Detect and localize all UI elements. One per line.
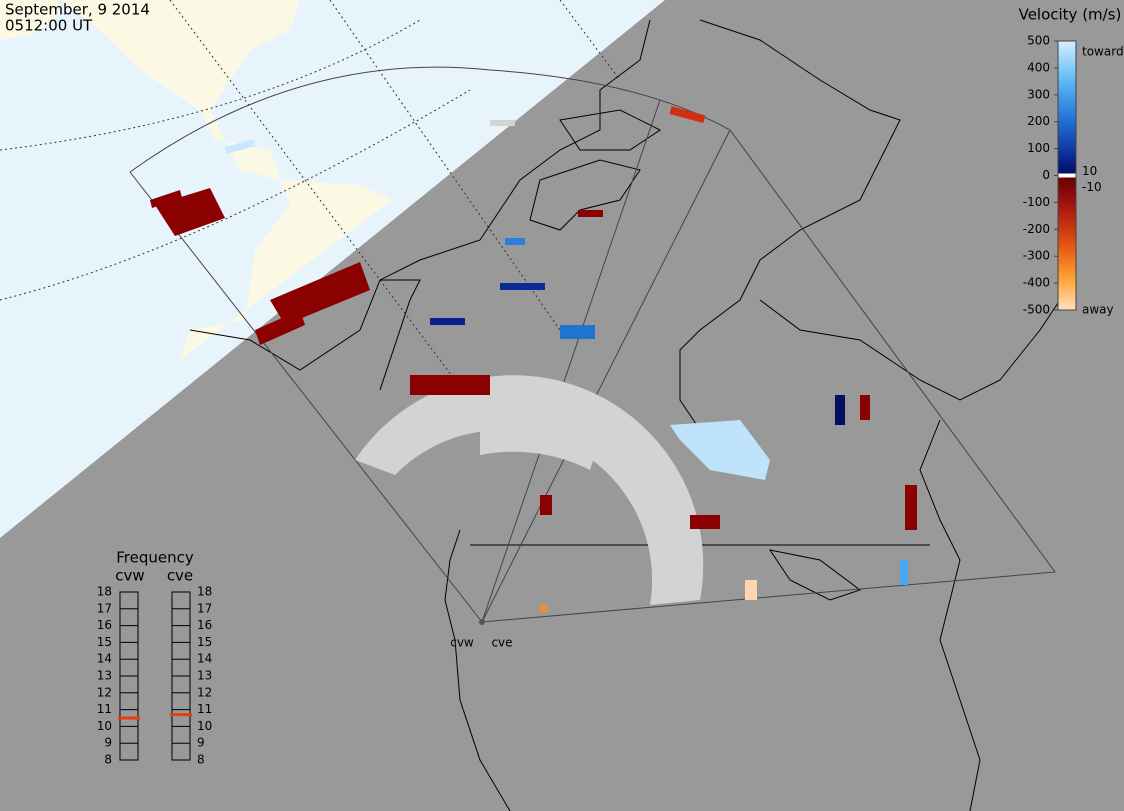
velocity-tick-label: 100 xyxy=(1027,141,1050,155)
frequency-tick-label: 8 xyxy=(104,753,112,767)
velocity-tick-label: 400 xyxy=(1027,60,1050,74)
fields-of-view xyxy=(129,66,1056,623)
date: September, 9 2014 xyxy=(5,1,150,19)
frequency-tick-label: 17 xyxy=(97,601,112,615)
frequency-radar: cve xyxy=(167,567,193,585)
frequency-tick-label: 11 xyxy=(97,702,112,716)
frequency-tick-label: 15 xyxy=(97,635,112,649)
frequency-tick-label: 12 xyxy=(97,685,112,699)
frequency-tick-label: 14 xyxy=(197,652,212,666)
radar-label: cve xyxy=(491,636,512,650)
frequency-tick-label: 9 xyxy=(104,736,112,750)
velocity-tick-label: 200 xyxy=(1027,114,1050,128)
land-day xyxy=(0,0,60,40)
toward-label: toward xyxy=(1082,45,1124,59)
frequency-tick-label: 14 xyxy=(97,652,112,666)
radar-site xyxy=(479,619,485,625)
frequency-tick-label: 15 xyxy=(197,635,212,649)
scatter-cells xyxy=(150,106,917,612)
velocity-colorbar xyxy=(1057,40,1077,311)
velocity-inner-label: 10 xyxy=(1082,164,1097,178)
ground-scatter xyxy=(355,375,704,605)
velocity-tick-label: -200 xyxy=(1023,222,1050,236)
velocity-tick-label: -100 xyxy=(1023,195,1050,209)
coastlines xyxy=(189,19,1061,811)
frequency-tick-label: 11 xyxy=(197,702,212,716)
velocity-tick-label: 0 xyxy=(1042,168,1050,182)
velocity-tick-label: -300 xyxy=(1023,249,1050,263)
velocity-inner-label: -10 xyxy=(1082,180,1102,194)
velocity-title: Velocity (m/s) xyxy=(1019,6,1122,24)
frequency-tick-label: 9 xyxy=(197,736,205,750)
day-side xyxy=(0,0,665,538)
velocity-tick-label: -400 xyxy=(1023,276,1050,290)
grid-dotted xyxy=(0,0,621,401)
frequency-tick-label: 13 xyxy=(197,669,212,683)
frequency-tick-label: 18 xyxy=(197,585,212,599)
frequency-radar: cvw xyxy=(115,567,144,585)
time: 0512:00 UT xyxy=(5,17,93,35)
frequency-tick-label: 10 xyxy=(197,719,212,733)
frequency-tick-label: 12 xyxy=(197,685,212,699)
frequency-tick-label: 16 xyxy=(197,618,212,632)
frequency-title: Frequency xyxy=(116,549,194,567)
frequency-tick-label: 16 xyxy=(97,618,112,632)
land-day xyxy=(60,0,392,360)
frequency-tick-label: 8 xyxy=(197,753,205,767)
velocity-tick-label: 500 xyxy=(1027,34,1050,48)
away-label: away xyxy=(1082,303,1114,317)
frequency-tick-label: 10 xyxy=(97,719,112,733)
frequency-tick-label: 13 xyxy=(97,669,112,683)
frequency-tick-label: 18 xyxy=(97,585,112,599)
velocity-tick-label: 300 xyxy=(1027,87,1050,101)
frequency-tick-label: 17 xyxy=(197,601,212,615)
velocity-tick-label: -500 xyxy=(1023,303,1050,317)
radar-label: cvw xyxy=(450,636,474,650)
